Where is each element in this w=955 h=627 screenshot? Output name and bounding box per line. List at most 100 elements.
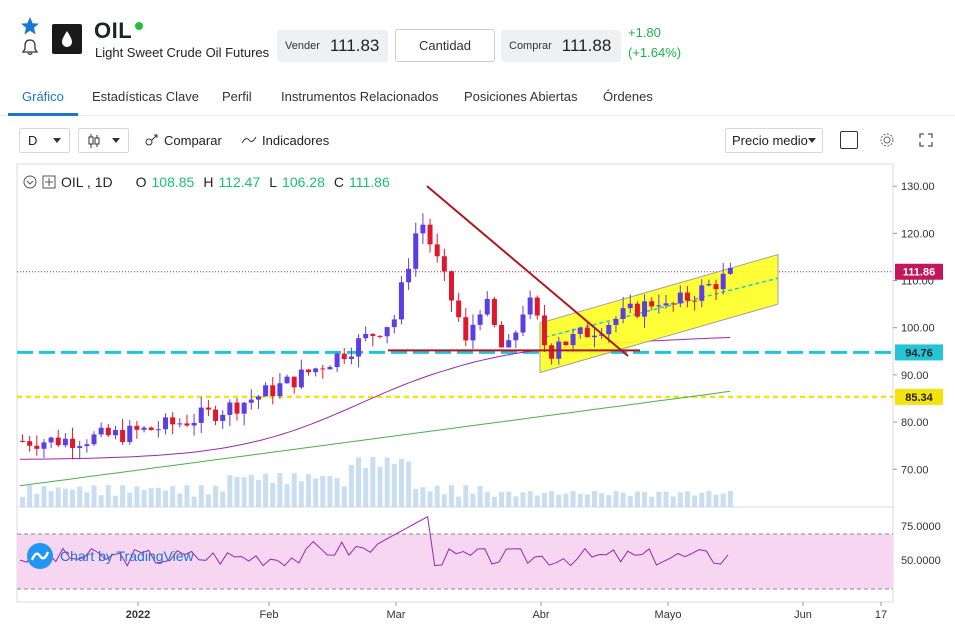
compare-button[interactable]: Comparar [164,133,222,148]
volume-bar [55,487,61,507]
price-change: +1.80 [628,25,661,40]
candle [27,441,33,446]
instrument-name: Light Sweet Crude Oil Futures [95,45,270,60]
candle [463,317,469,341]
fullscreen-icon[interactable] [919,133,933,147]
volume-bar [599,493,605,507]
indicators-icon[interactable] [241,135,257,145]
checkbox-icon[interactable] [840,131,858,149]
legend-symbol: OIL , 1D [61,174,113,190]
tab-posiciones-abiertas[interactable]: Posiciones Abiertas [464,89,578,104]
volume-bar [105,485,111,507]
candle [606,324,612,335]
x-tick-label: Abr [532,609,549,621]
active-tab-indicator [8,113,78,116]
volume-bar [341,486,347,507]
tradingview-text: Chart by TradingView [60,548,194,564]
x-tick-label: 17 [875,609,887,621]
tab-grafico[interactable]: Gráfico [22,89,64,104]
candle [541,315,547,346]
volume-bar [284,484,290,507]
candle [656,305,662,307]
candle [184,423,190,426]
interval-select[interactable]: D [19,128,70,153]
volume-bar [141,489,147,507]
candle [348,356,354,360]
gear-icon[interactable] [879,132,895,148]
sell-button[interactable]: Vender 111.83 [277,30,388,62]
legend-high-label: H [203,174,214,190]
price-chart[interactable]: 130.00 120.00 110.00 100.00 90.00 80.00 70.00 2… [0,162,955,622]
volume-bar [420,487,426,507]
volume-bar [556,494,562,507]
volume-bar [356,457,362,507]
volume-bar [77,486,83,507]
volume-bar [384,457,390,507]
candle [306,369,311,373]
volume-bar [649,496,655,507]
chart-canvas[interactable]: 130.00120.00110.00100.0090.0080.0070.002… [0,162,955,622]
volume-bar [127,492,133,507]
quantity-input[interactable]: Cantidad [395,29,495,62]
indicators-button[interactable]: Indicadores [262,133,330,148]
volume-bar [470,493,476,507]
candle [227,402,233,415]
bell-icon[interactable] [21,38,39,56]
candle [334,353,340,368]
candle [363,333,369,339]
compare-icon[interactable] [143,133,159,149]
volume-bar [213,485,219,507]
volume-bar [706,491,712,507]
star-icon[interactable] [20,16,40,36]
moving-average-50 [19,337,731,460]
candle [313,368,319,373]
volume-bar [413,488,419,507]
volume-bar [291,473,297,507]
candle [148,427,154,430]
chart-legend: OIL , 1D O 108.85 H 112.47 L 106.28 C 111.86 [23,174,390,190]
volume-bar [663,491,669,507]
candle [534,297,540,316]
tab-estadisticas-clave[interactable]: Estadísticas Clave [92,89,199,104]
candle [570,333,576,346]
candle [191,422,197,426]
tab-instrumentos-relacionados[interactable]: Instrumentos Relacionados [281,89,439,104]
candle [291,376,297,388]
candle [434,244,440,257]
candle [484,298,490,315]
volume-bar [477,486,483,507]
chart-type-select[interactable] [78,128,129,153]
candle [441,256,447,272]
candle [134,425,140,430]
collapse-icon[interactable] [23,175,37,189]
volume-bar [513,496,519,507]
volume-bar [62,488,68,507]
candle [377,335,383,337]
volume-bar [613,491,619,507]
rsi-tick-label: 50.0000 [901,555,941,567]
candle [413,233,419,269]
buy-button[interactable]: Comprar 111.88 [501,30,621,62]
candle [263,385,269,397]
price-tag-label: 85.34 [905,392,933,404]
y-tick-label: 120.00 [901,228,935,240]
y-tick-label: 90.00 [901,370,929,382]
volume-bar [606,495,612,507]
candle [98,427,104,435]
market-open-indicator [135,22,143,30]
tab-ordenes[interactable]: Órdenes [603,89,653,104]
candle [670,303,676,305]
price-mode-value: Precio medio [732,133,808,148]
tradingview-watermark[interactable]: Chart by TradingView [26,542,194,570]
volume-bar [313,478,319,507]
candle [155,429,161,431]
y-tick-label: 70.00 [901,464,929,476]
volume-bar [327,476,333,507]
price-mode-select[interactable]: Precio medio [725,128,823,153]
volume-bar [434,485,440,507]
tab-perfil[interactable]: Perfil [222,89,252,104]
volume-bar [227,475,233,507]
volume-bar [592,491,597,507]
add-series-icon[interactable] [42,175,56,189]
price-tag [895,263,943,280]
